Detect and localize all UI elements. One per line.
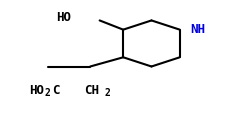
Text: CH: CH: [84, 84, 99, 97]
Text: NH: NH: [190, 23, 205, 36]
Text: C: C: [53, 84, 60, 97]
Text: 2: 2: [105, 88, 110, 98]
Text: HO: HO: [29, 84, 44, 97]
Text: HO: HO: [56, 11, 71, 24]
Text: 2: 2: [44, 88, 50, 98]
